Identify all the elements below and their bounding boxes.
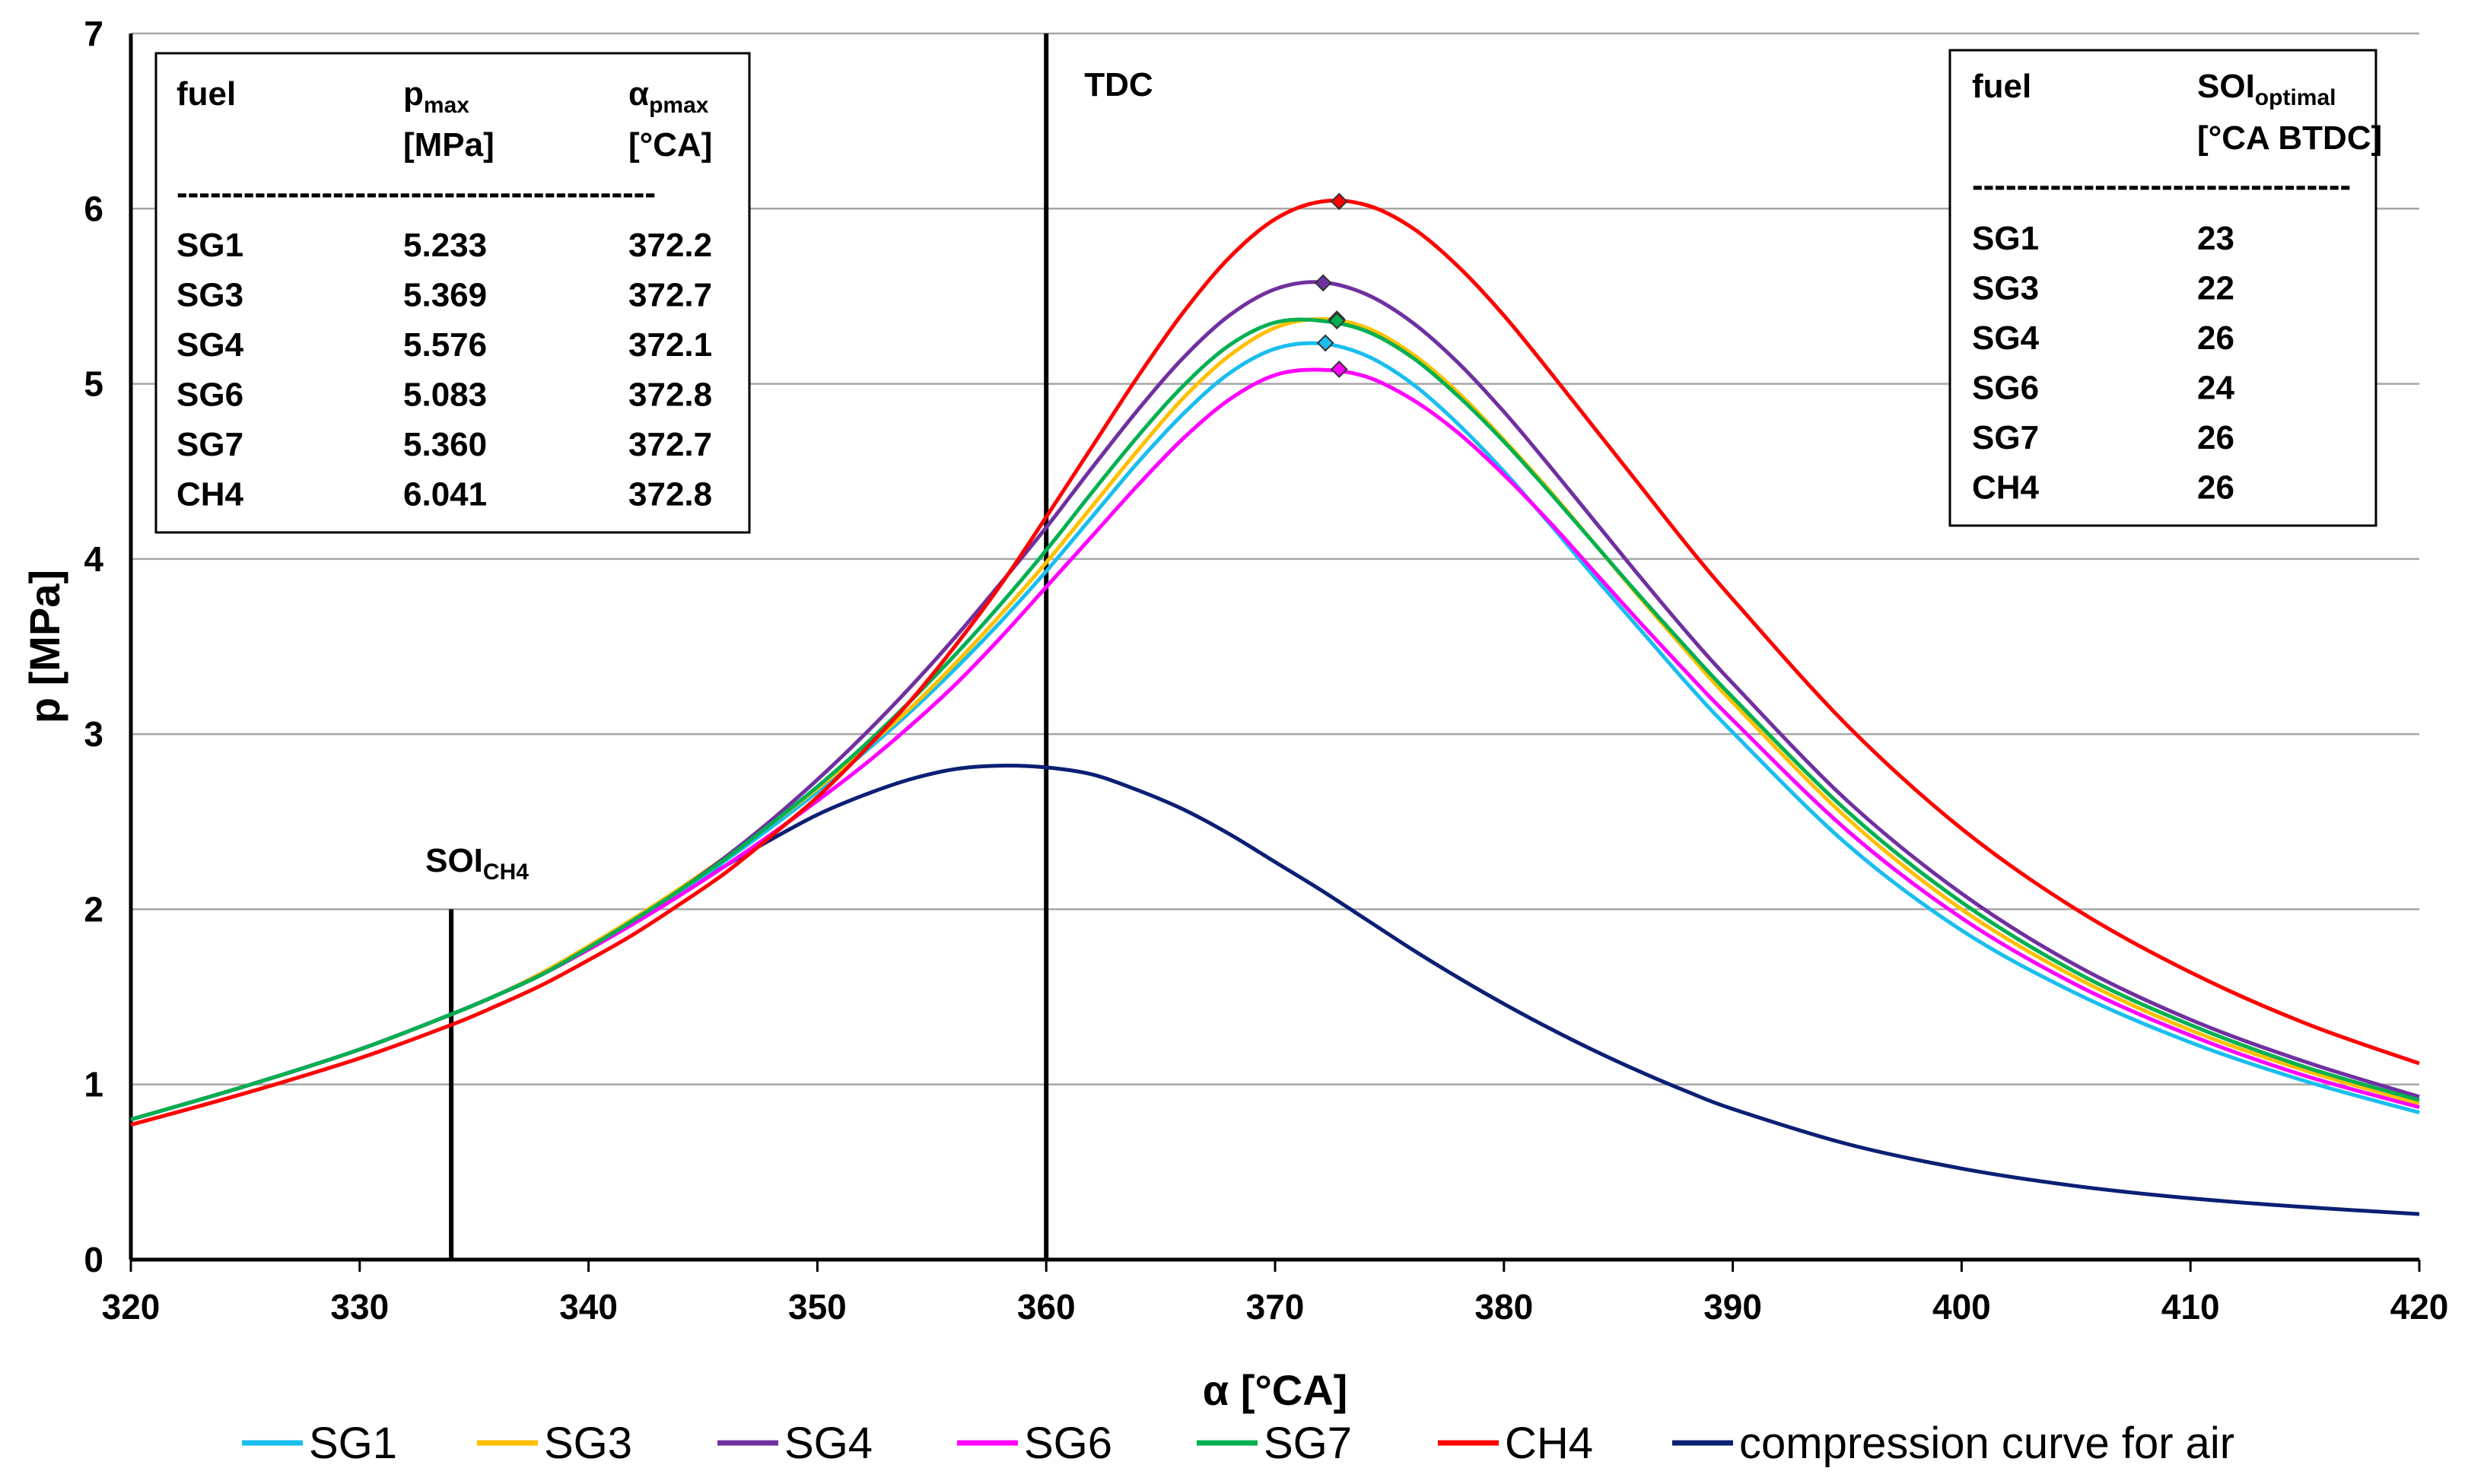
legend-label-sg4: SG4 — [784, 1419, 873, 1468]
table-soi: fuel SOIoptimal [°CA BTDC] ----------------… — [1948, 49, 2382, 527]
y-tick-label-2: 2 — [84, 889, 103, 929]
table-pmax-header-line2-2: [°CA] — [628, 126, 712, 164]
peak-marker-sg1 — [1316, 334, 1334, 352]
table-pmax-box — [154, 52, 751, 534]
table-soi-cell-0-1: 23 — [2197, 220, 2234, 257]
series — [130, 199, 2420, 1216]
legend-label-compression-curve-for-air: compression curve for air — [1739, 1419, 2234, 1468]
soi-ch4-label: SOICH4 — [425, 842, 529, 885]
table-pmax-header-line2-1: [MPa] — [403, 126, 495, 164]
table-pmax-cell-3-0: SG6 — [177, 377, 243, 414]
y-axis-title: p [MPa] — [21, 570, 68, 723]
table-pmax-cell-2-2: 372.1 — [628, 326, 712, 364]
x-tick-label-390: 390 — [1703, 1287, 1762, 1327]
table-soi-cell-2-0: SG4 — [1972, 319, 2040, 357]
tdc-label: TDC — [1084, 66, 1153, 103]
y-tick-label-6: 6 — [84, 189, 103, 228]
peak-marker-sg4 — [1314, 274, 1332, 292]
x-tick-label-320: 320 — [102, 1287, 161, 1327]
table-soi-header-main-0: fuel — [1972, 68, 2031, 105]
legend-label-sg3: SG3 — [544, 1419, 632, 1468]
legend-label-ch4: CH4 — [1505, 1419, 1593, 1468]
x-tick-label-420: 420 — [2390, 1287, 2449, 1327]
table-soi-cell-0-0: SG1 — [1972, 220, 2039, 257]
series-line-sg7 — [130, 317, 2420, 1122]
series-line-compression-curve-for-air — [130, 764, 2420, 1216]
x-tick-label-330: 330 — [330, 1287, 389, 1327]
peak-markers — [1314, 192, 1348, 378]
table-pmax-header-main-0: fuel — [177, 75, 236, 113]
table-pmax-separator: ----------------------------------------… — [177, 174, 656, 211]
peak-marker-ch4 — [1330, 192, 1348, 211]
peak-marker-sg7 — [1328, 312, 1346, 330]
table-pmax-header-main-2: α — [628, 75, 649, 113]
y-tick-label-4: 4 — [84, 539, 103, 579]
x-tick-label-340: 340 — [559, 1287, 618, 1327]
y-tick-label-1: 1 — [84, 1065, 103, 1104]
series-line-ch4 — [130, 199, 2420, 1127]
table-soi-header-sub-1: optimal — [2255, 85, 2336, 110]
table-pmax-cell-4-2: 372.7 — [628, 426, 712, 463]
y-tick-label-5: 5 — [84, 364, 103, 404]
y-tick-label-0: 0 — [84, 1240, 103, 1279]
x-tick-label-350: 350 — [788, 1287, 847, 1327]
x-tick-label-360: 360 — [1017, 1287, 1076, 1327]
table-pmax-cell-0-2: 372.2 — [628, 227, 712, 264]
peak-marker-sg6 — [1330, 361, 1348, 378]
x-axis-title: α [°CA] — [1203, 1366, 1348, 1414]
table-pmax-cell-3-2: 372.8 — [628, 377, 712, 414]
table-pmax-header-0: fuel — [177, 75, 236, 113]
y-tick-label-3: 3 — [84, 714, 103, 754]
table-pmax-cell-0-1: 5.233 — [403, 227, 487, 264]
x-tick-label-410: 410 — [2161, 1287, 2220, 1327]
legend-label-sg6: SG6 — [1024, 1419, 1112, 1468]
table-soi-cell-5-1: 26 — [2197, 469, 2234, 507]
table-pmax-header-2: αpmax — [628, 75, 709, 118]
table-soi-cell-1-0: SG3 — [1972, 270, 2039, 307]
table-pmax-cell-1-0: SG3 — [177, 277, 243, 314]
table-soi-cell-5-0: CH4 — [1972, 469, 2040, 507]
table-pmax-header-sub-2: pmax — [649, 93, 709, 118]
x-tick-label-400: 400 — [1932, 1287, 1991, 1327]
table-pmax: fuel pmax[MPa]αpmax[°CA]-----------------… — [154, 52, 751, 534]
table-soi-cell-4-1: 26 — [2197, 419, 2234, 456]
table-pmax-cell-4-0: SG7 — [177, 426, 243, 463]
legend-label-sg1: SG1 — [309, 1419, 397, 1468]
table-soi-box — [1948, 49, 2377, 527]
soi-ch4-label-main: SOI — [425, 842, 483, 879]
table-soi-header-line2-1: [°CA BTDC] — [2197, 119, 2382, 157]
table-pmax-cell-5-0: CH4 — [177, 476, 244, 513]
table-pmax-cell-3-1: 5.083 — [403, 377, 487, 414]
table-soi-header-1: SOIoptimal — [2197, 68, 2336, 110]
table-pmax-cell-5-1: 6.041 — [403, 476, 487, 513]
soi-ch4-label-sub: CH4 — [483, 860, 529, 885]
x-tick-label-370: 370 — [1246, 1287, 1305, 1327]
table-pmax-cell-4-1: 5.360 — [403, 426, 487, 463]
x-tick-label-380: 380 — [1474, 1287, 1533, 1327]
table-pmax-cell-0-0: SG1 — [177, 227, 243, 264]
table-pmax-header-main-1: p — [403, 75, 424, 113]
y-tick-label-7: 7 — [84, 14, 103, 53]
legend-label-sg7: SG7 — [1264, 1419, 1352, 1468]
table-soi-cell-3-1: 24 — [2197, 370, 2234, 407]
table-pmax-cell-2-0: SG4 — [177, 326, 244, 364]
vertical-markers: TDC SOICH4 — [425, 33, 1153, 1260]
table-soi-header-main-1: SOI — [2197, 68, 2255, 105]
table-pmax-header-sub-1: max — [424, 93, 469, 118]
table-soi-cell-3-0: SG6 — [1972, 370, 2039, 407]
table-pmax-header-1: pmax — [403, 75, 469, 118]
table-pmax-cell-2-1: 5.576 — [403, 326, 487, 364]
table-pmax-cell-1-1: 5.369 — [403, 277, 487, 314]
table-pmax-cell-1-2: 372.7 — [628, 277, 712, 314]
table-soi-separator: ---------------------------------- — [1972, 167, 2351, 204]
table-soi-cell-2-1: 26 — [2197, 319, 2234, 357]
table-soi-cell-1-1: 22 — [2197, 270, 2234, 307]
table-soi-header-0: fuel — [1972, 68, 2031, 105]
legend: SG1 SG3 SG4 SG6 SG7 CH4 compression curve for … — [242, 1419, 2234, 1468]
table-soi-cell-4-0: SG7 — [1972, 419, 2039, 456]
table-pmax-cell-5-2: 372.8 — [628, 476, 712, 513]
